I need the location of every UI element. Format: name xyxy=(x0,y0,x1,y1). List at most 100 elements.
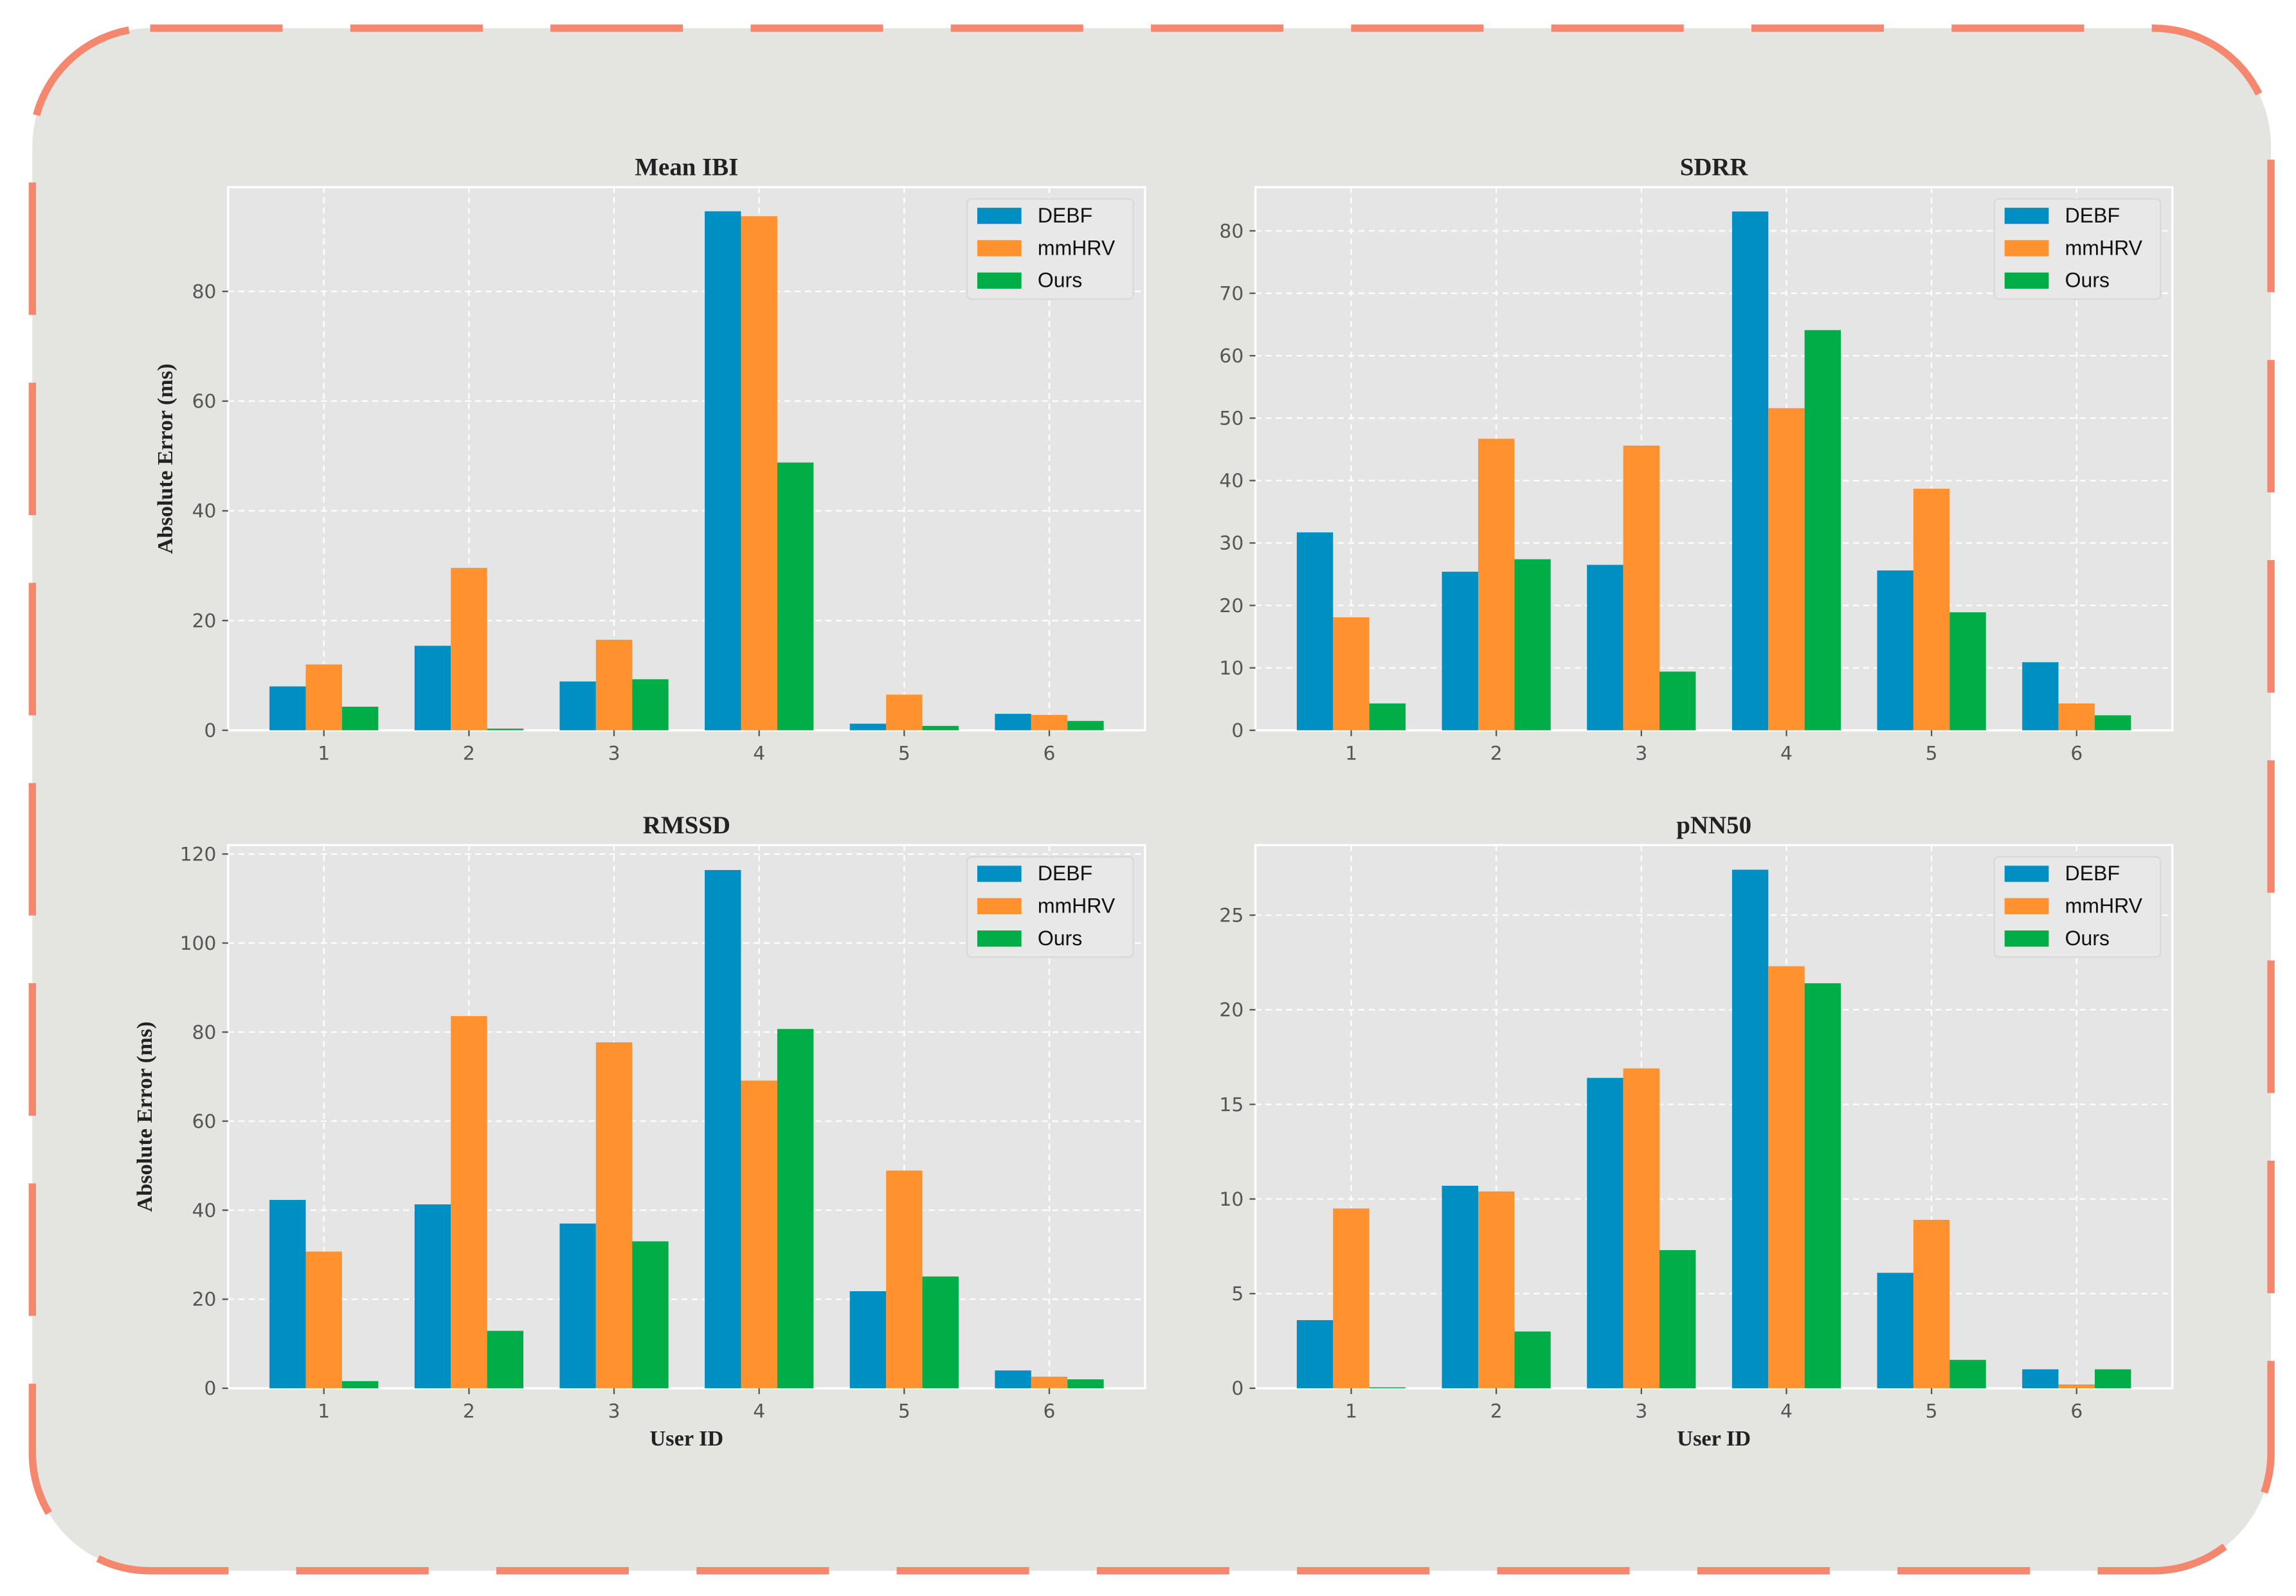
legend-label-ours: Ours xyxy=(1038,269,1082,292)
x-tick-label: 5 xyxy=(1926,742,1938,765)
y-tick-label: 15 xyxy=(1219,1094,1243,1116)
bar-mmhrv-user-3 xyxy=(595,1042,633,1388)
bar-ours-user-4 xyxy=(777,462,814,730)
bar-mmhrv-user-1 xyxy=(1333,617,1369,730)
legend-label-mmhrv: mmHRV xyxy=(2065,236,2143,259)
bar-ours-user-2 xyxy=(487,729,524,730)
bar-debf-user-6 xyxy=(995,1370,1031,1388)
x-tick-label: 1 xyxy=(318,1401,330,1423)
y-tick-label: 120 xyxy=(180,843,217,866)
chart-rmssd: 0 20 40 60 80 100 120 1 2 3 4 5 6 RMSSD Absolute Error… xyxy=(132,812,1146,1451)
x-tick-label: 6 xyxy=(2070,1401,2083,1423)
legend-label-debf: DEBF xyxy=(1038,204,1092,227)
chart-title: RMSSD xyxy=(643,812,730,839)
bar-mmhrv-user-6 xyxy=(1031,714,1068,730)
chart-mean-ibi: 0 20 40 60 80 1 2 3 4 5 6 Mean IBI Absolute Error (m… xyxy=(153,154,1146,765)
y-tick-label: 0 xyxy=(1231,720,1243,742)
bar-debf-user-5 xyxy=(849,1291,887,1388)
x-tick-label: 5 xyxy=(898,742,910,765)
x-tick-label: 6 xyxy=(1044,1401,1056,1423)
legend-label-debf: DEBF xyxy=(2065,204,2120,227)
chart-title: SDRR xyxy=(1680,154,1749,181)
bar-debf-user-1 xyxy=(1296,1319,1333,1388)
y-tick-label: 0 xyxy=(1231,1377,1243,1400)
bar-ours-user-1 xyxy=(341,1381,379,1388)
legend: DEBF mmHRV Ours xyxy=(1993,856,2162,958)
legend-swatch-debf xyxy=(977,866,1022,882)
chart-title: Mean IBI xyxy=(635,154,738,181)
bar-debf-user-2 xyxy=(414,1204,451,1388)
x-tick-label: 3 xyxy=(608,742,620,765)
bar-debf-user-5 xyxy=(849,723,887,730)
x-axis-label: User ID xyxy=(1677,1426,1751,1451)
bar-ours-user-4 xyxy=(777,1029,814,1388)
legend-swatch-debf xyxy=(2004,208,2049,224)
legend: DEBF mmHRV Ours xyxy=(966,198,1134,300)
y-tick-label: 40 xyxy=(1219,470,1243,493)
bar-mmhrv-user-1 xyxy=(305,664,342,730)
y-tick-label: 20 xyxy=(1219,999,1243,1022)
y-tick-label: 60 xyxy=(192,390,217,413)
x-tick-label: 1 xyxy=(1345,1401,1357,1423)
bar-ours-user-6 xyxy=(2094,1369,2131,1388)
legend-label-debf: DEBF xyxy=(2065,862,2120,885)
legend: DEBF mmHRV Ours xyxy=(1993,198,2162,300)
bar-mmhrv-user-5 xyxy=(1913,488,1950,730)
bar-ours-user-4 xyxy=(1804,330,1841,730)
x-tick-label: 4 xyxy=(1780,1401,1793,1423)
bar-ours-user-3 xyxy=(1659,671,1696,730)
x-tick-label: 4 xyxy=(1780,742,1793,765)
bar-debf-user-2 xyxy=(1442,1186,1478,1388)
legend-label-ours: Ours xyxy=(2065,927,2110,950)
bar-ours-user-6 xyxy=(1067,721,1104,730)
legend-swatch-mmhrv xyxy=(2004,898,2049,914)
legend-swatch-mmhrv xyxy=(2004,240,2049,257)
bar-debf-user-3 xyxy=(1587,1078,1623,1388)
bar-ours-user-6 xyxy=(2094,715,2131,730)
bar-mmhrv-user-6 xyxy=(2058,703,2095,730)
bar-ours-user-5 xyxy=(1949,1359,1986,1388)
chart-title: pNN50 xyxy=(1676,812,1751,839)
x-tick-label: 1 xyxy=(318,742,330,765)
bar-ours-user-2 xyxy=(1514,1331,1551,1388)
bar-debf-user-4 xyxy=(705,870,741,1388)
legend-swatch-debf xyxy=(2004,866,2049,882)
y-tick-label: 20 xyxy=(192,1289,217,1311)
y-tick-label: 100 xyxy=(180,932,217,955)
y-tick-label: 20 xyxy=(1219,595,1243,617)
bar-mmhrv-user-2 xyxy=(451,568,487,730)
x-tick-label: 3 xyxy=(1635,1401,1647,1423)
x-tick-label: 5 xyxy=(898,1401,910,1423)
bar-ours-user-5 xyxy=(922,725,959,730)
y-tick-label: 70 xyxy=(1219,282,1243,305)
bar-debf-user-5 xyxy=(1877,570,1913,730)
bar-ours-user-3 xyxy=(1659,1250,1696,1388)
bar-mmhrv-user-4 xyxy=(1768,408,1805,730)
legend-swatch-ours xyxy=(977,930,1022,947)
legend-label-ours: Ours xyxy=(2065,269,2110,292)
bar-mmhrv-user-3 xyxy=(1623,1068,1660,1388)
y-tick-label: 50 xyxy=(1219,408,1243,430)
bar-debf-user-3 xyxy=(559,681,596,730)
bar-ours-user-1 xyxy=(341,707,379,730)
x-tick-label: 2 xyxy=(1490,742,1503,765)
x-tick-label: 5 xyxy=(1926,1401,1938,1423)
x-tick-label: 3 xyxy=(608,1401,620,1423)
bar-mmhrv-user-3 xyxy=(595,639,633,730)
y-tick-label: 40 xyxy=(192,1199,217,1222)
legend-swatch-ours xyxy=(2004,930,2049,947)
bar-debf-user-6 xyxy=(2022,1369,2059,1388)
bar-debf-user-6 xyxy=(995,714,1031,730)
y-axis-label: Absolute Error (ms) xyxy=(153,363,177,554)
bar-mmhrv-user-5 xyxy=(886,694,923,730)
legend-label-mmhrv: mmHRV xyxy=(1038,894,1116,918)
y-tick-label: 40 xyxy=(192,500,217,523)
chart-pnn50: 0 5 10 15 20 25 1 2 3 4 5 6 pNN50 User ID DEBF mmHRV Our… xyxy=(1219,812,2174,1451)
bar-debf-user-3 xyxy=(559,1223,596,1388)
bar-mmhrv-user-5 xyxy=(1913,1219,1950,1388)
bar-mmhrv-user-1 xyxy=(305,1251,342,1388)
bar-ours-user-4 xyxy=(1804,983,1841,1388)
bar-ours-user-6 xyxy=(1067,1379,1104,1388)
bar-debf-user-2 xyxy=(1442,572,1478,730)
